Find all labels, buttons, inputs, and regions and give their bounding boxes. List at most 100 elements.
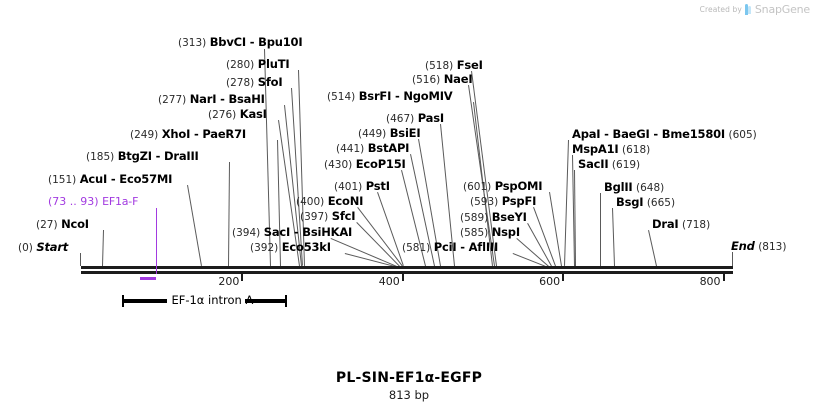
snapgene-watermark: Created by SnapGene xyxy=(699,3,811,16)
site-enzyme-names: PstI xyxy=(365,179,390,193)
left-label-s-278[interactable]: (278) SfoI xyxy=(226,75,283,89)
right-label-t-end[interactable]: End (813) xyxy=(731,240,786,253)
leader-line xyxy=(648,230,657,267)
site-position: (581) xyxy=(402,242,431,254)
site-position: (276) xyxy=(208,109,237,121)
left-label-s-249[interactable]: (249) XhoI - PaeR7I xyxy=(130,128,246,141)
site-position: (397) xyxy=(300,211,329,223)
left-label-s-430[interactable]: (430) EcoP15I xyxy=(324,158,406,171)
site-enzyme-names: BsgI xyxy=(616,195,644,209)
left-label-s-397[interactable]: (397) SfcI xyxy=(300,209,356,223)
left-label-s-185[interactable]: (185) BtgZI - DraIII xyxy=(86,150,199,163)
right-label-s-605[interactable]: ApaI - BaeGI - Bme1580I (605) xyxy=(572,128,757,141)
right-label-s-648[interactable]: BglII (648) xyxy=(604,181,664,194)
site-enzyme-names: SfcI xyxy=(331,209,356,223)
left-label-s-601[interactable]: (601) PspOMI xyxy=(463,179,543,193)
left-label-s-151[interactable]: (151) AcuI - Eco57MI xyxy=(48,173,172,186)
right-label-s-665[interactable]: BsgI (665) xyxy=(616,196,675,209)
site-enzyme-names: FseI xyxy=(456,58,483,72)
leader-line xyxy=(564,139,569,266)
right-label-s-618[interactable]: MspA1I (618) xyxy=(572,143,650,156)
left-label-s-585[interactable]: (585) NspI xyxy=(460,226,520,239)
primer-ef1a-f-arrow xyxy=(139,277,156,280)
site-position: (601) xyxy=(463,181,492,193)
leader-line xyxy=(102,229,104,266)
site-enzyme-names: DraI xyxy=(652,217,679,231)
site-enzyme-names: PspFI xyxy=(501,194,537,208)
site-position: (185) xyxy=(86,151,115,163)
left-label-s-276[interactable]: (276) KasI xyxy=(208,108,267,121)
site-position: (449) xyxy=(358,128,387,140)
site-position: (313) xyxy=(178,37,207,49)
site-enzyme-names: PciI - AflIII xyxy=(433,240,499,254)
site-position: (401) xyxy=(334,181,363,193)
site-position: (514) xyxy=(327,91,356,103)
left-label-s-581[interactable]: (581) PciI - AflIII xyxy=(402,241,498,254)
leader-line xyxy=(187,185,202,267)
site-position: (441) xyxy=(336,143,365,155)
sequence-backbone-bottom xyxy=(81,271,733,274)
ruler-tick-label: 400 xyxy=(378,275,400,288)
leader-line xyxy=(377,192,404,267)
leader-line xyxy=(228,161,230,266)
site-enzyme-names: SfoI xyxy=(257,75,283,89)
leader-line xyxy=(80,253,81,266)
site-position: (589) xyxy=(460,212,489,224)
ruler-tick-label: 600 xyxy=(539,275,561,288)
site-enzyme-names: KasI xyxy=(239,107,267,121)
left-label-s-518[interactable]: (518) FseI xyxy=(425,59,483,72)
left-label-s-593[interactable]: (593) PspFI xyxy=(470,195,536,208)
right-label-s-718[interactable]: DraI (718) xyxy=(652,218,710,231)
site-position: (665) xyxy=(646,197,676,209)
left-label-s-401[interactable]: (401) PstI xyxy=(334,180,390,193)
site-enzyme-names: NarI - BsaHI xyxy=(189,92,265,106)
left-label-s-441[interactable]: (441) BstAPI xyxy=(336,142,409,155)
left-label-s-277[interactable]: (277) NarI - BsaHI xyxy=(158,93,265,106)
left-label-s-516[interactable]: (516) NaeI xyxy=(412,73,473,86)
left-label-s-394[interactable]: (394) SacI - BsiHKAI xyxy=(232,226,352,239)
right-label-s-619[interactable]: SacII (619) xyxy=(578,158,640,171)
site-position: (278) xyxy=(226,77,255,89)
site-enzyme-names: ApaI - BaeGI - Bme1580I xyxy=(572,127,726,141)
left-label-s-589[interactable]: (589) BseYI xyxy=(460,211,527,224)
ruler-tick xyxy=(722,274,725,281)
site-enzyme-names: EcoP15I xyxy=(355,157,406,171)
site-enzyme-names: PspOMI xyxy=(494,179,543,193)
left-label-s-313[interactable]: (313) BbvCI - Bpu10I xyxy=(178,36,303,49)
left-label-s-392[interactable]: (392) Eco53kI xyxy=(250,241,331,254)
left-label-s-449[interactable]: (449) BsiEI xyxy=(358,127,421,140)
feature-ef1a-intron-a[interactable]: EF-1α intron A xyxy=(121,293,288,307)
site-position: (400) xyxy=(296,196,325,208)
watermark-created-by: Created by xyxy=(699,5,742,14)
site-enzyme-names: AcuI - Eco57MI xyxy=(79,172,173,186)
site-position: (249) xyxy=(130,129,159,141)
site-position: (516) xyxy=(412,74,441,86)
site-enzyme-names: BstAPI xyxy=(367,141,410,155)
site-position: (718) xyxy=(681,219,711,231)
site-enzyme-names: NcoI xyxy=(61,217,89,231)
site-position: (605) xyxy=(728,129,757,141)
site-enzyme-names: PasI xyxy=(417,111,444,125)
ruler-tick xyxy=(562,274,565,281)
site-position: (648) xyxy=(636,182,665,194)
primer-ef1a-f-line xyxy=(155,208,158,274)
left-label-s-280[interactable]: (280) PluTI xyxy=(226,57,290,71)
left-label-s-514[interactable]: (514) BsrFI - NgoMIV xyxy=(327,90,453,103)
leader-line xyxy=(600,193,601,266)
left-label-s-400[interactable]: (400) EcoNI xyxy=(296,195,363,208)
left-label-t-start[interactable]: (0) Start xyxy=(18,241,68,254)
site-position: (392) xyxy=(250,242,279,254)
leader-line xyxy=(732,252,733,266)
site-enzyme-names: XhoI - PaeR7I xyxy=(161,127,246,141)
site-enzyme-names: EcoNI xyxy=(327,194,364,208)
site-enzyme-names: PluTI xyxy=(257,57,290,71)
site-enzyme-names: Start xyxy=(36,240,69,254)
left-label-s-27[interactable]: (27) NcoI xyxy=(36,218,89,231)
left-label-p-EF1aF[interactable]: (73 .. 93) EF1a-F xyxy=(48,196,138,208)
page-title: PL-SIN-EF1α-EGFP xyxy=(335,370,483,386)
ruler-tick-label: 800 xyxy=(699,275,721,288)
site-position: (394) xyxy=(232,227,261,239)
left-label-s-467[interactable]: (467) PasI xyxy=(386,112,444,125)
site-position: (813) xyxy=(758,241,787,253)
site-position: (593) xyxy=(470,196,499,208)
